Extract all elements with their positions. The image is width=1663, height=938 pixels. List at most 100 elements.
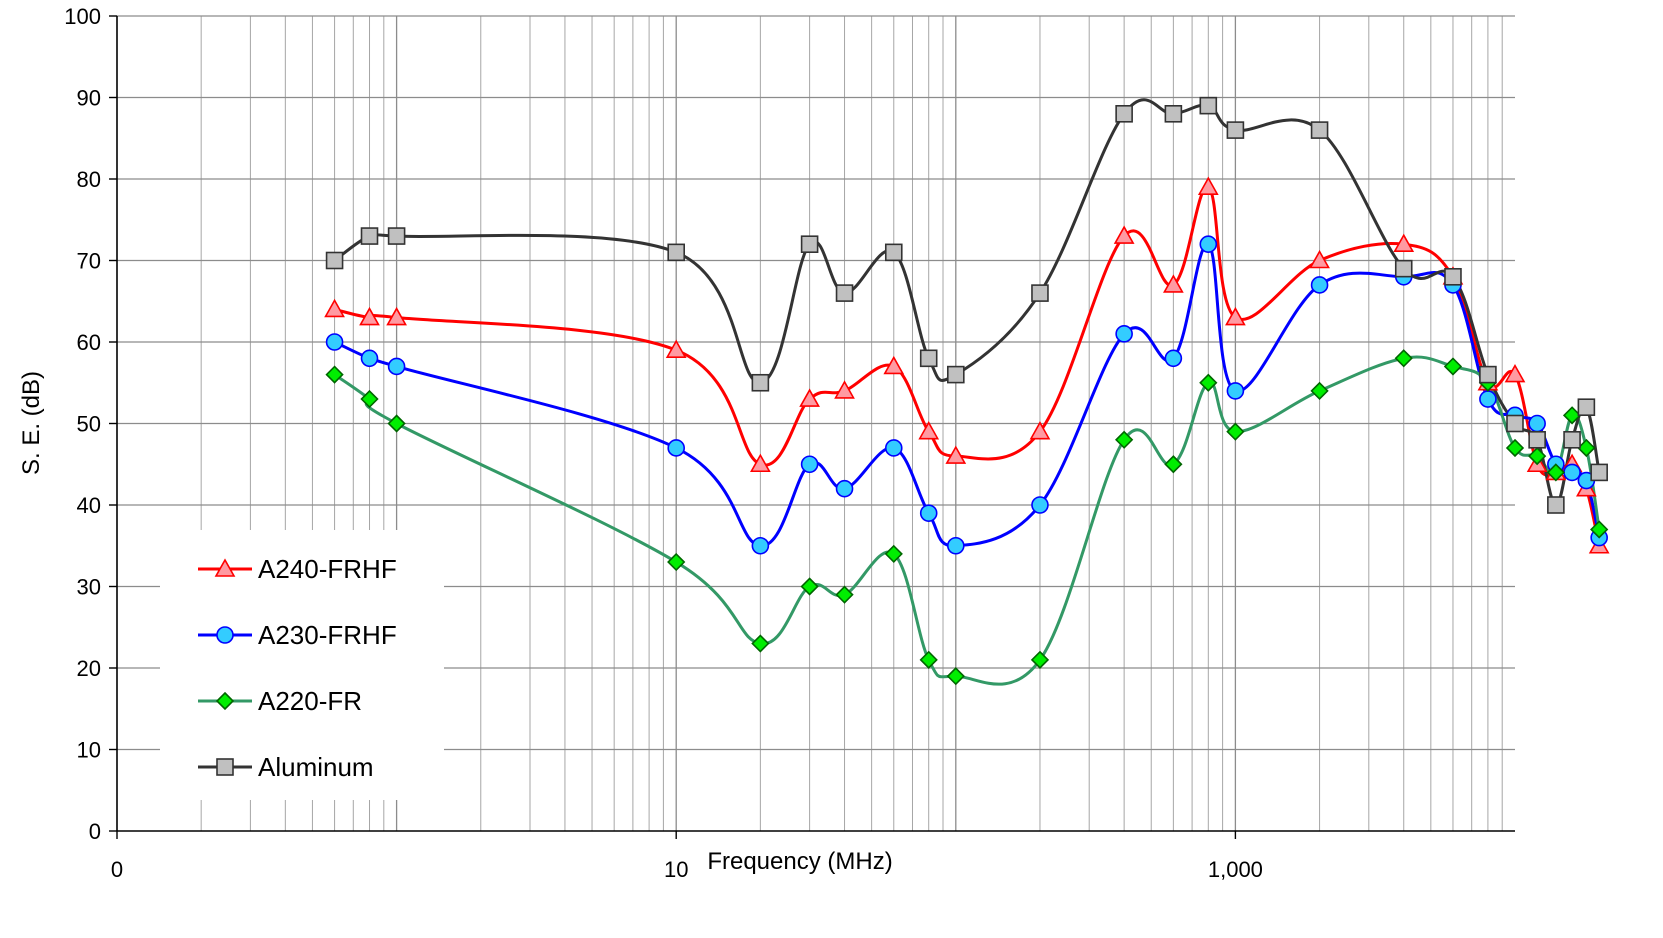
data-point — [835, 585, 854, 604]
data-point — [834, 380, 855, 399]
data-point — [1310, 121, 1329, 139]
legend-label: A230-FRHF — [258, 620, 397, 650]
data-point — [387, 357, 406, 376]
data-point — [1590, 520, 1609, 539]
data-point — [359, 306, 380, 326]
legend-item: A230-FRHF — [198, 620, 397, 650]
series-markers-2 — [325, 349, 1609, 686]
y-tick-label: 100 — [64, 4, 101, 29]
data-point — [1577, 438, 1596, 458]
data-point — [667, 243, 686, 262]
x-axis-title: Frequency (MHz) — [707, 848, 892, 875]
legend-item: A220-FR — [198, 686, 362, 716]
data-point — [1226, 382, 1245, 400]
data-point — [1163, 274, 1184, 293]
data-point — [1164, 105, 1183, 123]
data-point — [1310, 381, 1329, 401]
legend-marker — [216, 758, 234, 776]
data-point — [1199, 235, 1218, 253]
data-point — [1197, 176, 1219, 195]
data-point — [918, 421, 940, 440]
data-point — [1479, 365, 1497, 384]
data-point — [360, 349, 379, 368]
data-point — [1226, 121, 1245, 139]
data-point — [1226, 422, 1245, 441]
y-tick-label: 80 — [77, 167, 101, 192]
data-point — [325, 365, 344, 384]
data-point — [667, 552, 686, 572]
data-point — [1590, 463, 1608, 482]
data-point — [919, 650, 938, 669]
data-point — [800, 455, 819, 474]
series-layer — [324, 96, 1610, 686]
data-point — [1164, 455, 1183, 474]
data-point — [1577, 398, 1596, 417]
data-point — [1115, 430, 1134, 449]
data-point — [1528, 414, 1546, 433]
data-point — [1547, 496, 1565, 514]
x-tick-label: 10 — [664, 857, 688, 882]
legend-label: Aluminum — [258, 752, 374, 782]
y-tick-label: 30 — [77, 575, 101, 600]
y-tick-label: 60 — [77, 330, 101, 355]
data-point — [1506, 414, 1524, 433]
x-tick-label: 0 — [111, 857, 123, 882]
legend-box — [160, 530, 444, 800]
data-point — [1546, 463, 1565, 482]
data-point — [800, 235, 819, 253]
x-tick-label: 1,000 — [1208, 857, 1263, 882]
data-point — [1199, 373, 1218, 392]
data-point — [835, 284, 854, 302]
data-point — [324, 298, 345, 318]
y-tick-label: 90 — [77, 86, 101, 111]
data-point — [387, 227, 406, 245]
data-point — [1199, 96, 1218, 115]
data-point — [1030, 650, 1050, 669]
data-point — [1444, 267, 1462, 286]
legend-marker — [214, 558, 236, 577]
data-point — [884, 439, 903, 457]
data-point — [1394, 259, 1413, 278]
legend-item: Aluminum — [198, 752, 374, 782]
data-point — [387, 414, 406, 433]
data-point — [1528, 446, 1547, 466]
data-point — [799, 388, 820, 407]
series-markers-3 — [325, 96, 1608, 514]
data-point — [945, 445, 967, 464]
data-point — [1225, 306, 1246, 326]
data-point — [386, 306, 407, 326]
data-point — [667, 439, 686, 457]
data-point — [946, 536, 965, 555]
data-point — [750, 453, 771, 473]
y-tick-label: 50 — [77, 412, 101, 437]
data-point — [325, 251, 344, 270]
grid-layer — [117, 15, 1515, 831]
data-point — [1528, 430, 1546, 449]
data-point — [946, 667, 965, 686]
data-point — [946, 365, 965, 384]
series-markers-1 — [325, 235, 1608, 555]
y-tick-label: 70 — [77, 249, 101, 274]
y-tick-label: 0 — [89, 819, 101, 844]
data-point — [1029, 421, 1051, 440]
data-point — [1310, 276, 1329, 294]
data-point — [883, 355, 905, 375]
data-point — [751, 634, 770, 653]
data-point — [1115, 105, 1133, 123]
data-point — [1479, 390, 1497, 408]
data-point — [884, 243, 903, 262]
data-point — [1031, 284, 1049, 302]
data-point — [1504, 363, 1526, 383]
data-point — [1393, 233, 1415, 252]
data-point — [360, 389, 379, 409]
legend-marker — [216, 626, 234, 644]
data-point — [1505, 438, 1525, 458]
data-point — [1563, 430, 1581, 449]
data-point — [1563, 463, 1581, 482]
data-point — [325, 333, 344, 351]
data-point — [360, 227, 379, 245]
data-point — [919, 349, 938, 368]
data-point — [665, 339, 687, 358]
